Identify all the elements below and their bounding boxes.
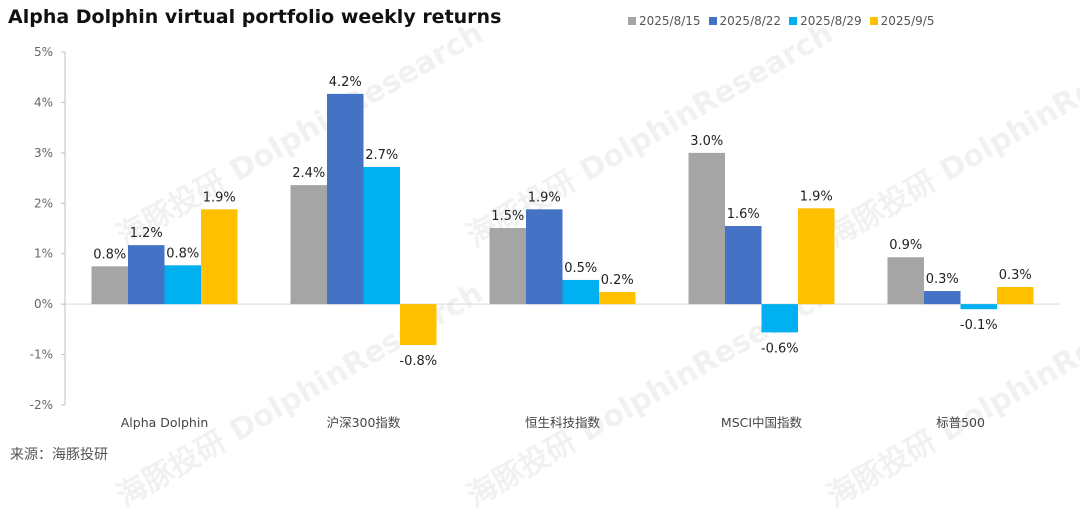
data-label: 0.8% xyxy=(166,246,199,261)
bar xyxy=(562,279,599,305)
data-label: 0.3% xyxy=(926,272,959,287)
data-label: 0.2% xyxy=(601,273,634,288)
data-label: 2.4% xyxy=(292,166,325,181)
bar xyxy=(164,265,201,305)
bar xyxy=(924,291,961,305)
data-label: 0.5% xyxy=(564,261,597,276)
legend-swatch xyxy=(708,17,717,25)
legend-label: 2025/8/22 xyxy=(719,14,782,28)
legend-item: 2025/8/29 xyxy=(789,14,862,28)
x-tick-label: 恒生科技指数 xyxy=(525,415,601,430)
data-label: 1.9% xyxy=(203,190,236,205)
data-label: 1.9% xyxy=(800,189,833,204)
bar xyxy=(960,304,997,310)
bar xyxy=(327,93,364,305)
bar xyxy=(91,266,128,305)
x-tick-label: Alpha Dolphin xyxy=(121,415,209,430)
bar xyxy=(688,152,725,305)
data-label: 0.8% xyxy=(93,247,126,262)
bar xyxy=(887,257,924,305)
chart-title: Alpha Dolphin virtual portfolio weekly r… xyxy=(8,6,502,28)
y-tick-label: -1% xyxy=(30,348,53,362)
bar xyxy=(489,227,526,305)
data-label: -0.8% xyxy=(399,354,437,369)
y-tick-label: -2% xyxy=(30,398,53,412)
y-tick-label: 3% xyxy=(34,146,53,160)
source-note: 来源：海豚投研 xyxy=(10,447,108,463)
bar xyxy=(761,304,798,333)
x-tick-label: 标普500 xyxy=(936,415,985,430)
bar xyxy=(725,225,762,305)
bar xyxy=(798,208,835,305)
data-label: 1.2% xyxy=(130,226,163,241)
bar xyxy=(599,292,636,305)
bar xyxy=(997,286,1034,305)
data-label: 4.2% xyxy=(329,75,362,90)
legend-item: 2025/9/5 xyxy=(869,14,935,28)
data-label: 3.0% xyxy=(690,134,723,149)
legend-item: 2025/8/15 xyxy=(628,14,701,28)
legend-swatch xyxy=(789,17,798,25)
y-tick-label: 4% xyxy=(34,95,53,109)
data-label: 1.9% xyxy=(528,190,561,205)
legend-swatch xyxy=(628,17,636,25)
bar xyxy=(128,245,165,305)
legend-label: 2025/8/15 xyxy=(639,14,701,28)
y-tick-label: 1% xyxy=(34,247,53,261)
data-label: 1.5% xyxy=(491,209,524,224)
legend-item: 2025/8/22 xyxy=(708,14,782,28)
data-label: -0.6% xyxy=(761,341,799,356)
chart-area: -2%-1%0%1%2%3%4%5%Alpha Dolphin0.8%1.2%0… xyxy=(30,45,1060,430)
x-tick-label: MSCI中国指数 xyxy=(721,415,803,430)
data-label: 2.7% xyxy=(365,148,398,163)
legend-label: 2025/9/5 xyxy=(880,14,935,28)
bar xyxy=(201,209,238,305)
legend-label: 2025/8/29 xyxy=(800,14,862,28)
data-label: 0.3% xyxy=(999,268,1032,283)
bar xyxy=(400,304,437,345)
bar xyxy=(290,185,327,305)
x-tick-label: 沪深300指数 xyxy=(327,415,401,430)
bar xyxy=(526,209,563,305)
data-label: 0.9% xyxy=(889,238,922,253)
bar xyxy=(363,166,400,305)
legend-swatch xyxy=(869,17,878,25)
legend: 2025/8/15 2025/8/22 2025/8/29 2025/9/5 xyxy=(628,14,935,28)
y-tick-label: 5% xyxy=(34,45,53,59)
data-label: -0.1% xyxy=(960,318,998,333)
y-tick-label: 0% xyxy=(34,297,53,311)
data-label: 1.6% xyxy=(727,207,760,222)
y-tick-label: 2% xyxy=(34,196,53,210)
